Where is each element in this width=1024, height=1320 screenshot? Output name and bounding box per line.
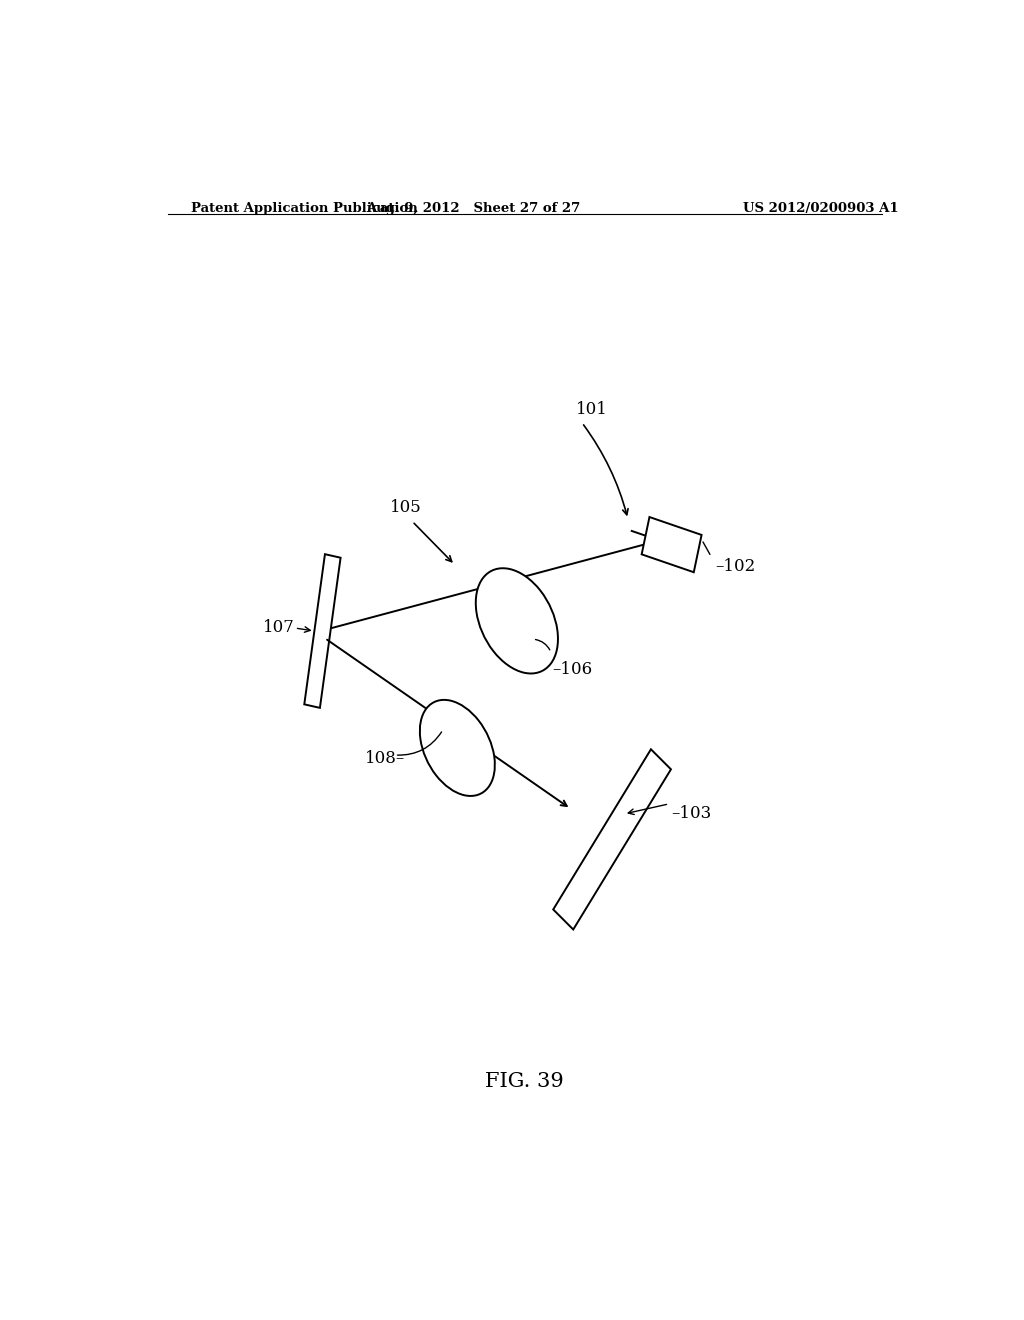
Polygon shape (553, 750, 671, 929)
Text: 108–: 108– (365, 750, 404, 767)
Text: –102: –102 (715, 558, 756, 576)
Text: Aug. 9, 2012   Sheet 27 of 27: Aug. 9, 2012 Sheet 27 of 27 (367, 202, 581, 215)
Text: 107: 107 (263, 619, 295, 636)
Text: –106: –106 (553, 660, 593, 677)
Text: –103: –103 (672, 805, 712, 822)
Text: 105: 105 (390, 499, 422, 516)
Text: Patent Application Publication: Patent Application Publication (191, 202, 418, 215)
Ellipse shape (420, 700, 495, 796)
Text: US 2012/0200903 A1: US 2012/0200903 A1 (743, 202, 899, 215)
Polygon shape (642, 517, 701, 573)
Text: FIG. 39: FIG. 39 (485, 1072, 564, 1090)
Text: 101: 101 (577, 400, 608, 417)
Polygon shape (304, 554, 341, 708)
Ellipse shape (476, 568, 558, 673)
